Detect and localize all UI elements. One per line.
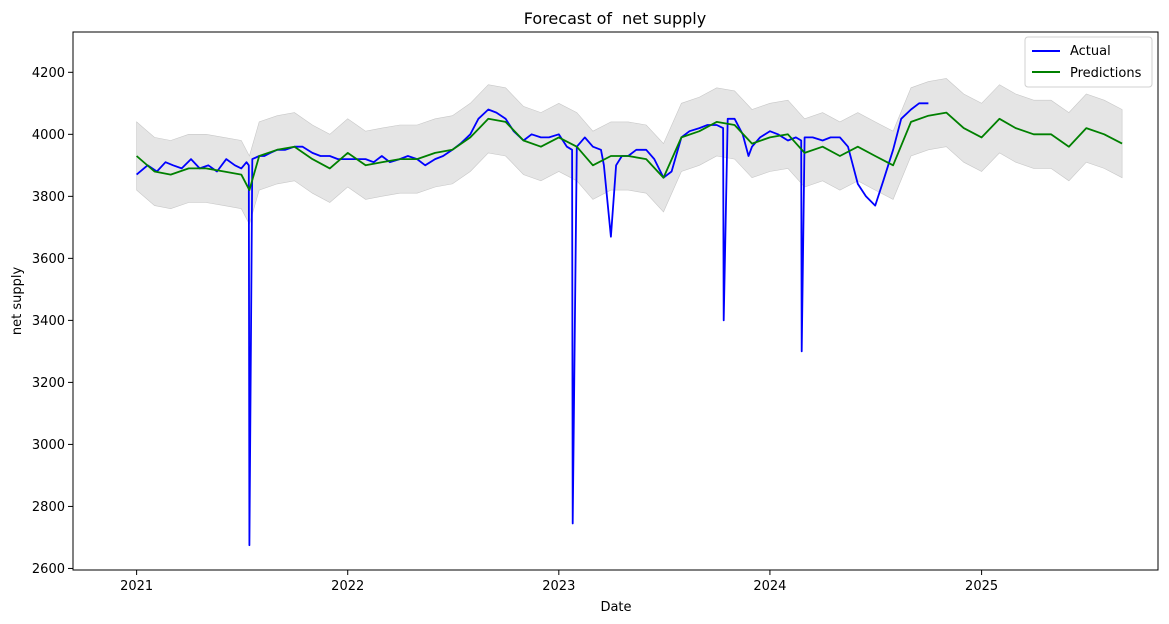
legend-label-predictions: Predictions xyxy=(1070,66,1142,81)
y-tick-label: 3800 xyxy=(32,190,65,205)
y-tick-label: 3400 xyxy=(32,314,65,329)
x-tick-label: 2025 xyxy=(965,579,998,594)
series-line-predictions xyxy=(136,111,1123,192)
x-axis-label: Date xyxy=(600,600,631,615)
x-tick-label: 2021 xyxy=(120,579,153,594)
y-tick-label: 3000 xyxy=(32,438,65,453)
plot-area-frame xyxy=(72,31,1159,571)
chart-title: Forecast of net supply xyxy=(524,9,706,28)
y-axis-label: net supply xyxy=(10,267,25,336)
confidence-band xyxy=(136,78,1123,226)
x-tick-label: 2024 xyxy=(753,579,786,594)
y-tick-label: 2600 xyxy=(32,562,65,577)
legend-label-actual: Actual xyxy=(1070,44,1111,59)
y-tick-label: 3600 xyxy=(32,252,65,267)
y-tick-label: 2800 xyxy=(32,500,65,515)
y-tick-label: 4200 xyxy=(32,66,65,81)
series-layer xyxy=(136,102,1123,547)
x-tick-label: 2022 xyxy=(331,579,364,594)
y-tick-label: 4000 xyxy=(32,128,65,143)
y-axis-ticks: 2600 2800 3000 3200 3400 3600 3800 4000 4200 xyxy=(32,66,73,577)
x-axis-ticks: 2021 2022 2023 2024 2025 xyxy=(120,570,998,594)
x-tick-label: 2023 xyxy=(542,579,575,594)
legend-box xyxy=(1024,36,1153,88)
legend: Actual Predictions xyxy=(1024,36,1153,88)
confidence-band-area xyxy=(136,78,1123,226)
y-tick-label: 3200 xyxy=(32,376,65,391)
